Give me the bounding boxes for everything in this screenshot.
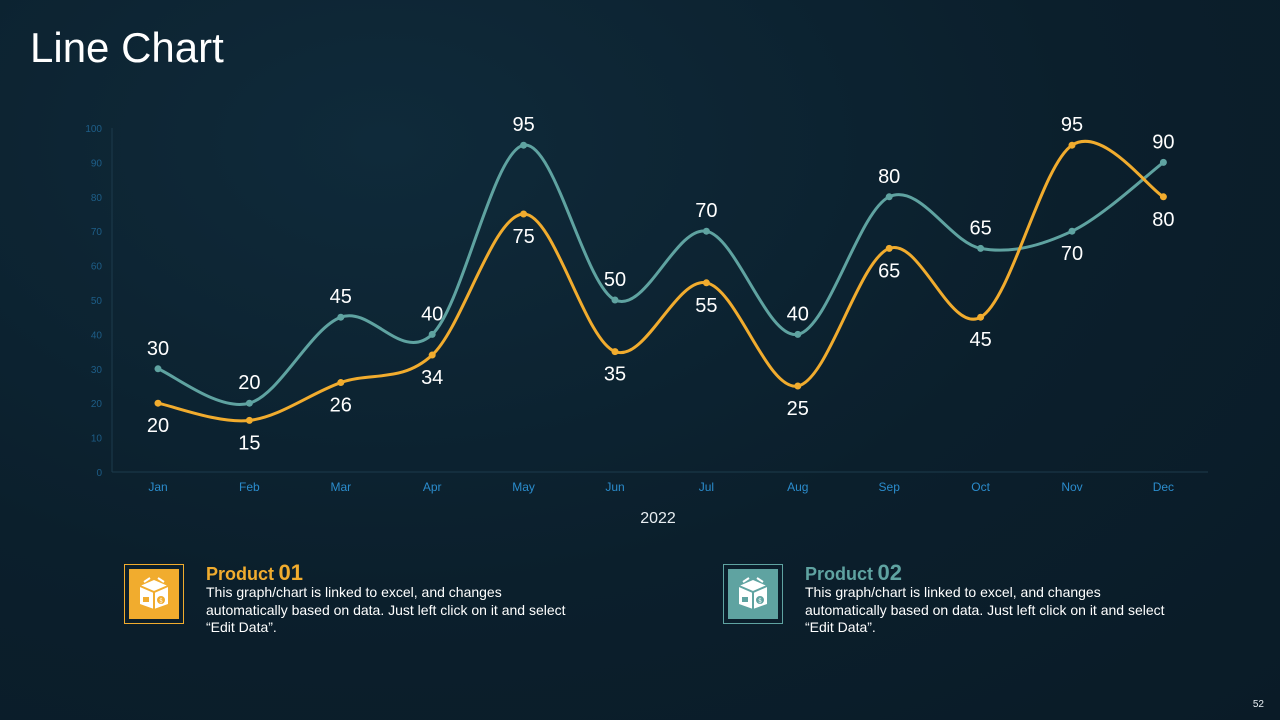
data-point — [794, 330, 802, 338]
data-point — [611, 296, 619, 304]
data-label: 45 — [969, 329, 991, 351]
x-tick-label: Feb — [239, 480, 260, 494]
data-point — [1159, 193, 1167, 201]
x-tick-label: Jun — [605, 480, 624, 494]
data-point — [611, 348, 619, 356]
svg-text:$: $ — [758, 598, 762, 605]
data-point — [337, 379, 345, 387]
product-02-card: $ Product 02 This graph/chart is linked … — [723, 560, 1183, 640]
y-tick-label: 40 — [91, 330, 103, 341]
data-label: 55 — [695, 295, 717, 317]
data-point — [1068, 141, 1076, 149]
line-chart[interactable]: 0 10 20 30 40 50 60 70 80 90 100 Jan Feb Mar Apr May Jun… — [0, 0, 1280, 500]
data-point — [520, 141, 528, 149]
data-point — [1068, 227, 1076, 235]
data-point — [154, 365, 162, 373]
data-point — [885, 193, 893, 201]
data-point — [1159, 158, 1167, 166]
product-01-title: Product 01 — [206, 560, 303, 586]
data-label: 20 — [147, 415, 169, 437]
data-point — [245, 416, 253, 424]
data-point — [977, 313, 985, 321]
data-label: 40 — [787, 303, 809, 325]
data-label: 25 — [787, 398, 809, 420]
data-label: 50 — [604, 269, 626, 291]
series-line-product-01 — [157, 139, 1165, 423]
data-label: 80 — [878, 166, 900, 188]
y-tick-label: 20 — [91, 399, 103, 410]
data-point — [337, 313, 345, 321]
product-02-word: Product — [805, 564, 874, 584]
y-tick-label: 10 — [91, 434, 103, 445]
product-02-number: 02 — [877, 560, 902, 585]
data-label: 35 — [604, 364, 626, 386]
data-label: 20 — [238, 372, 260, 394]
y-tick-label: 60 — [91, 262, 103, 273]
data-point — [428, 351, 436, 359]
y-tick-label: 70 — [91, 227, 103, 238]
product-02-title: Product 02 — [805, 560, 902, 586]
data-label: 90 — [1152, 131, 1174, 153]
data-point — [428, 330, 436, 338]
data-point — [154, 399, 162, 407]
y-tick-label: 30 — [91, 365, 103, 376]
x-tick-label: May — [512, 480, 535, 494]
data-label: 70 — [695, 200, 717, 222]
x-tick-label: Apr — [423, 480, 442, 494]
product-02-description: This graph/chart is linked to excel, and… — [805, 584, 1165, 635]
y-tick-label: 80 — [91, 193, 103, 204]
product-01-word: Product — [206, 564, 275, 584]
data-label: 15 — [238, 432, 260, 454]
x-tick-label: Jul — [699, 480, 714, 494]
product-box-icon: $ — [738, 577, 768, 609]
svg-text:$: $ — [159, 598, 163, 605]
product-01-description: This graph/chart is linked to excel, and… — [206, 584, 566, 635]
x-tick-label: Oct — [971, 480, 990, 494]
product-box-icon: $ — [139, 577, 169, 609]
product-01-number: 01 — [278, 560, 303, 585]
x-tick-label: Jan — [148, 480, 167, 494]
data-point — [794, 382, 802, 390]
x-tick-label: Dec — [1153, 480, 1174, 494]
data-point — [977, 244, 985, 252]
y-tick-label: 50 — [91, 296, 103, 307]
x-tick-label: Sep — [879, 480, 901, 494]
x-tick-label: Mar — [330, 480, 351, 494]
data-label: 80 — [1152, 209, 1174, 231]
data-label: 45 — [330, 286, 352, 308]
page-title: Line Chart — [30, 24, 224, 71]
data-label: 65 — [969, 217, 991, 239]
data-label: 65 — [878, 260, 900, 282]
data-label: 95 — [1061, 114, 1083, 136]
data-label: 26 — [330, 395, 352, 417]
data-label: 30 — [147, 338, 169, 360]
y-tick-label: 0 — [96, 468, 102, 479]
data-label: 70 — [1061, 243, 1083, 265]
product-01-icon-frame: $ — [124, 564, 184, 624]
data-label: 40 — [421, 303, 443, 325]
series-line-product-02 — [157, 143, 1165, 406]
x-tick-label: Aug — [787, 480, 808, 494]
data-label: 34 — [421, 367, 443, 389]
page-number: 52 — [1252, 699, 1264, 710]
product-02-icon-frame: $ — [723, 564, 783, 624]
y-tick-label: 90 — [91, 158, 103, 169]
data-label: 95 — [512, 114, 534, 136]
data-point — [702, 227, 710, 235]
y-tick-label: 100 — [85, 124, 102, 135]
x-tick-label: Nov — [1061, 480, 1082, 494]
x-axis-title: 2022 — [640, 510, 676, 527]
data-point — [245, 399, 253, 407]
data-point — [885, 244, 893, 252]
data-point — [520, 210, 528, 218]
data-point — [702, 279, 710, 287]
data-label: 75 — [512, 226, 534, 248]
product-01-card: $ Product 01 This graph/chart is linked … — [124, 560, 584, 640]
